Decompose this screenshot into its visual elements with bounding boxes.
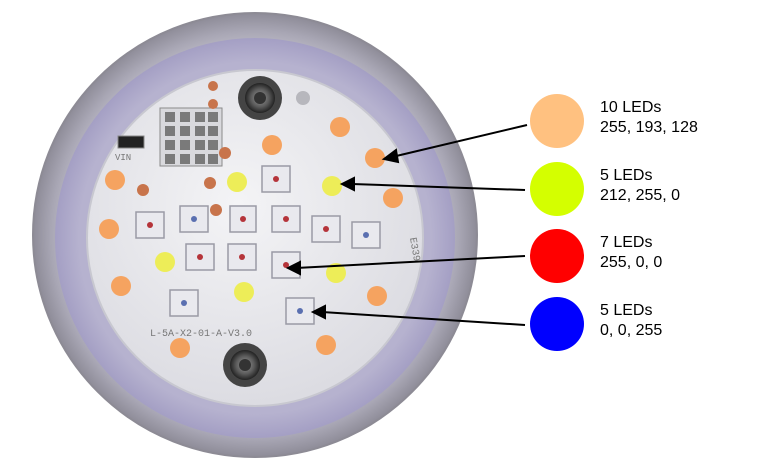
legend-text: 5 LEDs 212, 255, 0 [600,166,680,206]
silkscreen-side: E339 [406,237,421,263]
swatch-warm-white [530,94,584,148]
legend-count: 5 LEDs [600,167,653,184]
legend-rgb: 255, 193, 128 [600,119,698,136]
yellow-leds [155,172,346,302]
copper-pads [137,81,231,216]
legend-rgb: 212, 255, 0 [600,187,681,204]
legend-row-red: 7 LEDs 255, 0, 0 [530,229,760,285]
legend-text: 10 LEDs 255, 193, 128 [600,98,698,138]
legend-text: 7 LEDs 255, 0, 0 [600,233,662,273]
pointer-arrows [285,124,528,326]
red-led-dies [147,176,329,268]
swatch-yellow [530,162,584,216]
legend-row-yellow: 5 LEDs 212, 255, 0 [530,162,760,218]
silkscreen-bottom: L-5A-X2-01-A-V3.0 [150,329,252,340]
legend-row-warm-white: 10 LEDs 255, 193, 128 [530,94,760,150]
legend-row-blue: 5 LEDs 0, 0, 255 [530,297,760,353]
legend-count: 7 LEDs [600,234,653,251]
mounting-hole [296,91,310,105]
legend-count: 5 LEDs [600,302,653,319]
top-screw [238,76,282,120]
connector-pads [159,107,223,167]
swatch-red [530,229,584,283]
legend-count: 10 LEDs [600,99,662,116]
swatch-blue [530,297,584,351]
silkscreen-top: VIN [115,153,131,163]
legend-text: 5 LEDs 0, 0, 255 [600,301,662,341]
legend-rgb: 255, 0, 0 [600,254,663,271]
legend-rgb: 0, 0, 255 [600,322,663,339]
resistor [117,135,145,149]
warm-white-leds [99,117,403,358]
blue-led-dies [181,216,369,314]
bottom-screw [223,343,267,387]
